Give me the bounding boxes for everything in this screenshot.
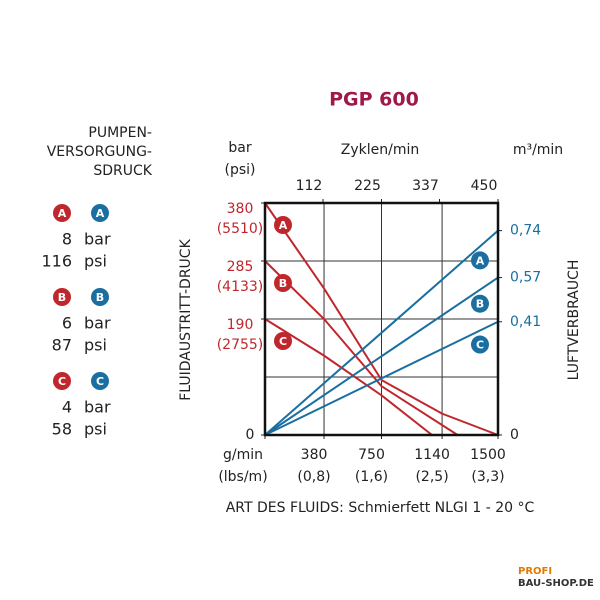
x-tick-sublabel: (3,3): [471, 469, 504, 485]
x-tick-label: g/min: [223, 447, 263, 463]
x-tick-label: 750: [358, 447, 385, 463]
supply-unit: psi: [84, 336, 107, 355]
x2-title: Zyklen/min: [341, 142, 419, 158]
y2-unit: m³/min: [513, 142, 563, 158]
series-badge: [274, 216, 292, 234]
series-badge-letter: A: [476, 254, 485, 267]
series-badge: [274, 274, 292, 292]
supply-psi: 116: [41, 252, 72, 271]
series-badge-letter: A: [58, 207, 67, 220]
series-badge: [91, 288, 109, 306]
series-badge: [53, 288, 71, 306]
supply-unit: bar: [84, 398, 111, 417]
series-badge-letter: C: [96, 375, 104, 388]
series-badge-letter: A: [96, 207, 105, 220]
series-badge: [471, 335, 489, 354]
series-badge: [91, 204, 109, 222]
supply-unit: bar: [84, 230, 111, 249]
series-badge-letter: B: [58, 291, 66, 304]
supply-unit: psi: [84, 420, 107, 439]
series-badge: [53, 204, 71, 222]
series-badge: [53, 372, 71, 390]
y-tick-label: 285: [227, 259, 254, 275]
y-tick-label: 190: [227, 317, 254, 333]
watermark: BAU-SHOP.DE: [518, 578, 594, 589]
x2-tick-label: 337: [412, 178, 439, 194]
plot-frame: [263, 201, 500, 437]
y-title: FLUIDAUSTRITT-DRUCK: [178, 238, 194, 400]
x-tick-sublabel: (0,8): [297, 469, 330, 485]
series-badge-letter: C: [58, 375, 66, 388]
x-tick-sublabel: (lbs/m): [218, 469, 267, 485]
series-line: [264, 229, 499, 436]
series-badge-letter: A: [279, 219, 288, 232]
legend-title: PUMPEN-: [88, 125, 152, 141]
y2-title: LUFTVERBRAUCH: [566, 260, 582, 381]
series-badge-letter: C: [279, 335, 287, 348]
supply-psi: 87: [52, 336, 72, 355]
series-badge-letter: B: [476, 298, 484, 311]
y2-tick-label: 0,41: [510, 314, 541, 330]
x-tick-label: 1500: [470, 447, 506, 463]
supply-bar: 8: [62, 230, 72, 249]
supply-bar: 6: [62, 314, 72, 333]
series-line: [264, 202, 499, 436]
series-line: [264, 276, 499, 436]
y-tick-sublabel: (4133): [217, 279, 264, 295]
series-badge-letter: B: [279, 277, 287, 290]
series-badge: [274, 332, 292, 350]
supply-unit: psi: [84, 252, 107, 271]
y-tick-sublabel: (5510): [217, 221, 264, 237]
x2-tick-label: 112: [296, 178, 323, 194]
y-tick-label: 380: [227, 201, 254, 217]
chart-title: PGP 600: [329, 89, 419, 111]
y-unit: (psi): [225, 162, 256, 178]
x-tick-label: 1140: [414, 447, 450, 463]
supply-psi: 58: [52, 420, 72, 439]
y2-tick-label: 0,74: [510, 223, 541, 239]
footer: ART DES FLUIDS: Schmierfett NLGI 1 - 20 …: [226, 500, 535, 516]
x2-tick-label: 225: [354, 178, 381, 194]
x-tick-sublabel: (2,5): [415, 469, 448, 485]
y-tick-sublabel: (2755): [217, 337, 264, 353]
y2-tick-label: 0,57: [510, 270, 541, 286]
watermark: PROFI: [518, 566, 552, 577]
series-badge: [91, 372, 109, 390]
x-tick-label: 380: [301, 447, 328, 463]
series-badge: [471, 294, 489, 313]
series-badge-letter: C: [476, 339, 484, 352]
supply-bar: 4: [62, 398, 72, 417]
series-line: [264, 260, 459, 436]
x2-tick-label: 450: [471, 178, 498, 194]
series-badge: [471, 251, 489, 270]
series-line: [264, 320, 499, 436]
supply-unit: bar: [84, 314, 111, 333]
y-unit: bar: [228, 140, 251, 156]
legend-title: VERSORGUNG-: [47, 144, 152, 160]
series-badge-letter: B: [96, 291, 104, 304]
x-tick-sublabel: (1,6): [355, 469, 388, 485]
y2-tick-label: 0: [510, 427, 519, 443]
y-tick-label: 0: [246, 427, 255, 443]
legend-title: SDRUCK: [93, 163, 152, 179]
